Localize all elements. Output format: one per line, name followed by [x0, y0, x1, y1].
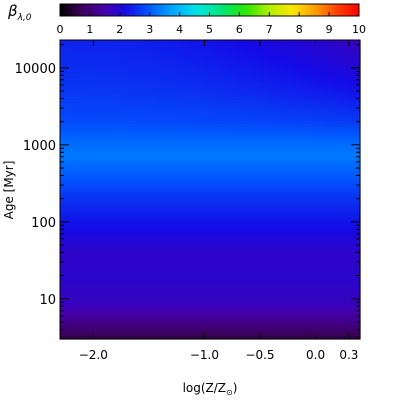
colorbar-tick-label: 4 [176, 23, 183, 36]
colorbar-tick-label: 7 [266, 23, 273, 36]
colorbar-tick-label: 9 [326, 23, 333, 36]
colorbar: βλ,0 0 1 2 3 4 5 6 7 8 9 10 [7, 2, 366, 36]
colorbar-label-subscript: λ,0 [17, 13, 32, 23]
colorbar-tick-label: 0 [57, 23, 64, 36]
colorbar-tick-label: 1 [86, 23, 93, 36]
heatmap [60, 40, 361, 340]
colorbar-tick-label: 3 [146, 23, 153, 36]
colorbar-tick-label: 2 [116, 23, 123, 36]
colorbar-tick-label: 10 [352, 23, 366, 36]
colorbar-label: βλ,0 [7, 2, 32, 23]
colorbar-tick-label: 8 [296, 23, 303, 36]
colorbar-tick-label: 5 [206, 23, 213, 36]
colorbar-tick-label: 6 [236, 23, 243, 36]
